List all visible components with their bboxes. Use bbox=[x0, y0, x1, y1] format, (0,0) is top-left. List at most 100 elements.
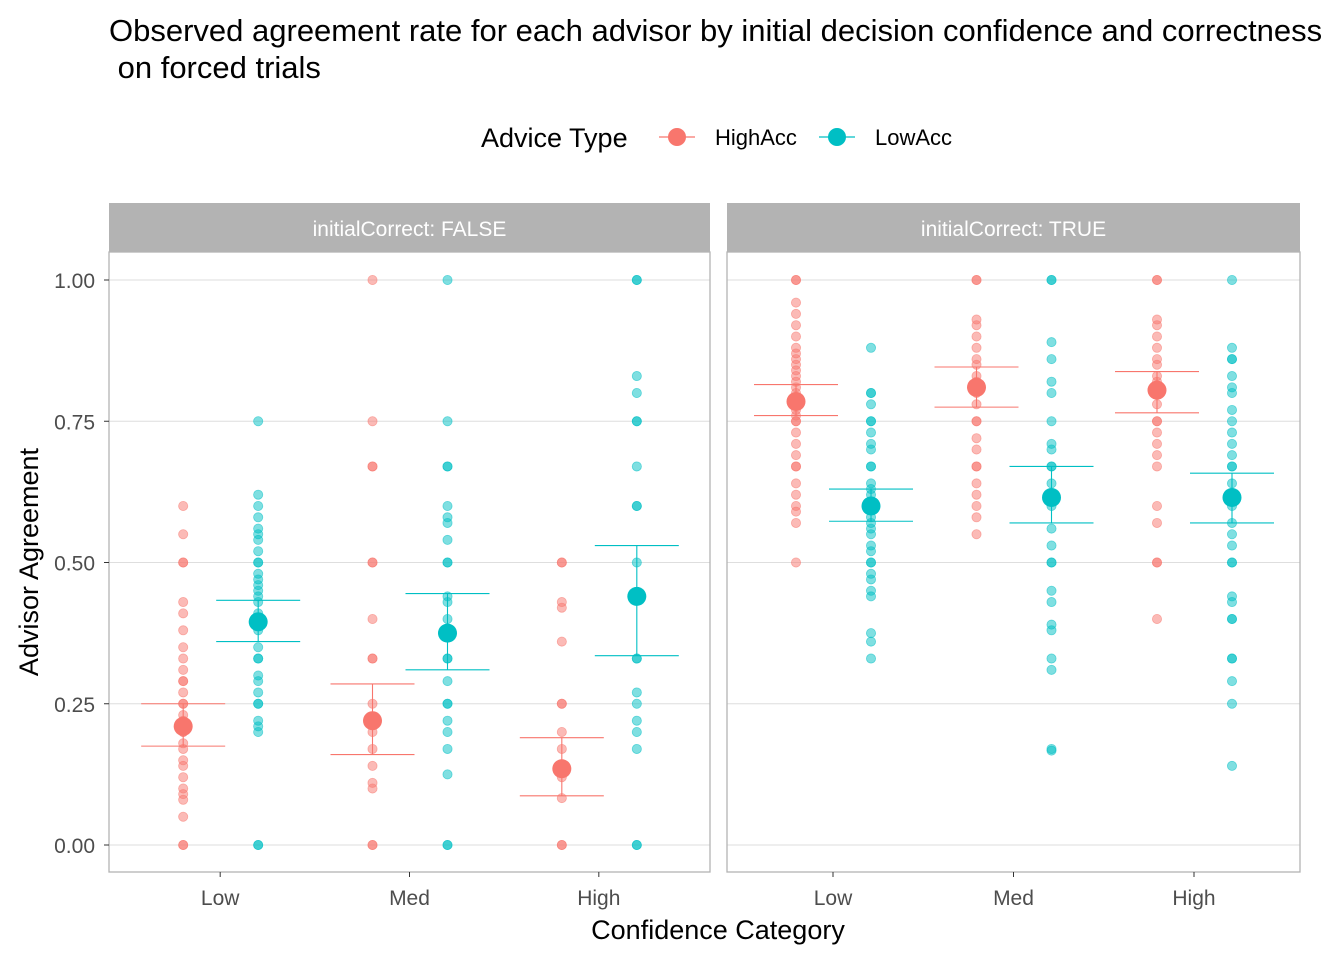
facet-panel-1: initialCorrect: FALSE Low Med High bbox=[108, 203, 711, 910]
point-1-highacc-low-17 bbox=[178, 687, 189, 698]
point-2-highacc-low-31 bbox=[791, 274, 802, 285]
point-1-lowacc-med-20 bbox=[442, 500, 453, 511]
point-1-lowacc-high-3 bbox=[631, 727, 642, 738]
legend-key-lowacc-dot bbox=[828, 128, 846, 146]
point-1-highacc-med-4 bbox=[367, 760, 378, 771]
point-1-highacc-med-16 bbox=[367, 274, 378, 285]
point-2-lowacc-low-1 bbox=[866, 636, 877, 647]
point-2-lowacc-low-24 bbox=[866, 427, 877, 438]
point-2-lowacc-low-21 bbox=[866, 461, 877, 472]
point-2-highacc-low-28 bbox=[791, 308, 802, 319]
point-1-lowacc-med-22 bbox=[442, 461, 453, 472]
point-2-highacc-high-3 bbox=[1151, 517, 1162, 528]
facet-panel-2: initialCorrect: TRUE Low Med High bbox=[726, 203, 1301, 910]
legend: Advice Type HighAcc LowAcc bbox=[481, 123, 952, 153]
x-tick-label-1-1: Med bbox=[389, 887, 430, 910]
point-1-lowacc-med-1 bbox=[442, 840, 453, 851]
point-1-lowacc-high-1 bbox=[631, 840, 642, 851]
point-2-highacc-high-16 bbox=[1151, 354, 1162, 365]
point-2-lowacc-low-4 bbox=[866, 585, 877, 596]
point-1-lowacc-high-12 bbox=[631, 461, 642, 472]
point-1-lowacc-low-6 bbox=[253, 698, 264, 709]
legend-key-lowacc bbox=[819, 128, 855, 146]
point-1-highacc-med-3 bbox=[367, 777, 378, 788]
point-2-highacc-low-29 bbox=[791, 297, 802, 308]
point-1-lowacc-low-4 bbox=[253, 715, 264, 726]
point-1-highacc-low-21 bbox=[178, 653, 189, 664]
point-2-highacc-high-18 bbox=[1151, 331, 1162, 342]
point-2-highacc-high-5 bbox=[1151, 461, 1162, 472]
point-1-lowacc-low-9 bbox=[253, 670, 264, 681]
point-2-highacc-med-22 bbox=[971, 274, 982, 285]
point-2-highacc-high-2 bbox=[1151, 557, 1162, 568]
point-2-lowacc-low-30 bbox=[866, 342, 877, 353]
point-1-lowacc-high-11 bbox=[631, 500, 642, 511]
point-2-lowacc-low-6 bbox=[866, 568, 877, 579]
point-2-lowacc-med-10 bbox=[1046, 540, 1057, 551]
point-2-lowacc-high-6 bbox=[1226, 614, 1237, 625]
point-2-highacc-med-17 bbox=[971, 342, 982, 353]
point-2-highacc-med-4 bbox=[971, 478, 982, 489]
x-tick-label-2-0: Low bbox=[814, 887, 853, 910]
legend-title: Advice Type bbox=[481, 123, 628, 153]
y-tick-label-1: 0.25 bbox=[54, 694, 95, 717]
point-2-lowacc-high-19 bbox=[1226, 450, 1237, 461]
y-tick-label-3: 0.75 bbox=[54, 411, 95, 434]
point-2-lowacc-high-28 bbox=[1226, 354, 1237, 365]
point-1-lowacc-high-18 bbox=[631, 274, 642, 285]
point-1-highacc-low-19 bbox=[178, 676, 189, 687]
mean-2-lowacc-med bbox=[1042, 488, 1061, 508]
facet-strip-label-1: initialCorrect: FALSE bbox=[313, 218, 507, 241]
point-2-highacc-low-8 bbox=[791, 450, 802, 461]
point-2-lowacc-high-20 bbox=[1226, 438, 1237, 449]
x-axis-title: Confidence Category bbox=[591, 915, 845, 945]
legend-label-highacc: HighAcc bbox=[715, 125, 797, 150]
legend-key-highacc bbox=[659, 128, 695, 146]
point-2-highacc-high-17 bbox=[1151, 342, 1162, 353]
point-1-lowacc-high-6 bbox=[631, 687, 642, 698]
mean-2-lowacc-high bbox=[1222, 488, 1242, 508]
point-2-highacc-low-10 bbox=[791, 427, 802, 438]
point-2-highacc-high-6 bbox=[1151, 450, 1162, 461]
point-2-lowacc-low-29 bbox=[866, 387, 877, 398]
facet-strip-2 bbox=[727, 203, 1300, 252]
mean-2-highacc-high bbox=[1147, 380, 1167, 400]
point-2-highacc-high-0 bbox=[1151, 614, 1162, 625]
point-2-lowacc-high-18 bbox=[1226, 461, 1237, 472]
point-2-highacc-low-1 bbox=[791, 517, 802, 528]
point-1-lowacc-low-29 bbox=[253, 500, 264, 511]
point-1-highacc-low-6 bbox=[178, 772, 189, 783]
point-2-lowacc-high-11 bbox=[1226, 540, 1237, 551]
point-1-lowacc-med-16 bbox=[442, 557, 453, 568]
point-2-lowacc-med-2 bbox=[1046, 664, 1057, 675]
point-1-highacc-low-28 bbox=[178, 529, 189, 540]
point-1-lowacc-high-15 bbox=[631, 387, 642, 398]
point-1-lowacc-med-19 bbox=[442, 512, 453, 523]
point-2-highacc-med-6 bbox=[971, 461, 982, 472]
point-1-lowacc-med-2 bbox=[442, 769, 453, 780]
point-2-lowacc-high-0 bbox=[1226, 760, 1237, 771]
point-1-highacc-high-6 bbox=[556, 727, 567, 738]
point-2-lowacc-low-23 bbox=[866, 438, 877, 449]
point-2-highacc-med-7 bbox=[971, 444, 982, 455]
point-2-lowacc-high-10 bbox=[1226, 557, 1237, 568]
point-2-lowacc-med-23 bbox=[1046, 337, 1057, 348]
point-2-highacc-med-1 bbox=[971, 512, 982, 523]
point-2-lowacc-high-22 bbox=[1226, 416, 1237, 427]
point-1-lowacc-low-28 bbox=[253, 512, 264, 523]
point-1-lowacc-low-11 bbox=[253, 653, 264, 664]
point-1-lowacc-high-14 bbox=[631, 416, 642, 427]
point-2-highacc-low-0 bbox=[791, 557, 802, 568]
point-2-lowacc-med-11 bbox=[1046, 523, 1057, 534]
mean-1-highacc-high bbox=[552, 759, 572, 779]
x-tick-label-2-2: High bbox=[1172, 887, 1215, 910]
point-2-lowacc-low-10 bbox=[866, 540, 877, 551]
point-2-highacc-low-7 bbox=[791, 461, 802, 472]
point-2-lowacc-med-20 bbox=[1046, 387, 1057, 398]
point-2-lowacc-med-19 bbox=[1046, 416, 1057, 427]
point-2-lowacc-high-12 bbox=[1226, 529, 1237, 540]
point-2-highacc-med-2 bbox=[971, 500, 982, 511]
point-1-highacc-low-2 bbox=[178, 811, 189, 822]
point-1-lowacc-med-5 bbox=[442, 715, 453, 726]
